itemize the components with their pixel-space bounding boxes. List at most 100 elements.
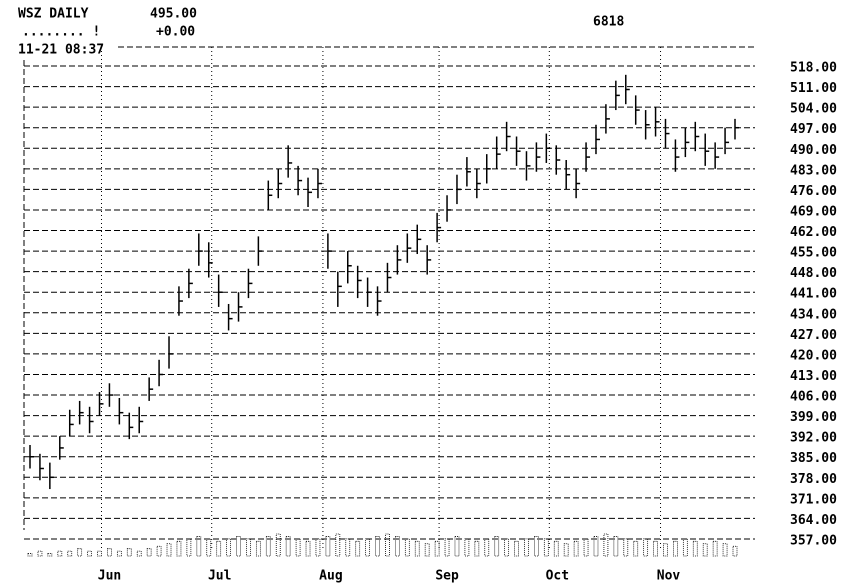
y-tick-label: 371.00 <box>790 492 837 507</box>
volume-bar <box>424 543 430 557</box>
y-tick-label: 483.00 <box>790 163 837 178</box>
volume-bar <box>484 538 490 557</box>
volume-bar <box>355 540 361 557</box>
volume-bar <box>126 548 132 557</box>
volume-bar <box>305 540 311 557</box>
volume-bar <box>176 540 182 557</box>
volume-bar <box>285 536 291 557</box>
y-tick-label: 420.00 <box>790 348 837 363</box>
volume-bar <box>27 553 33 557</box>
volume-bar <box>563 543 569 557</box>
y-tick-label: 427.00 <box>790 328 837 343</box>
volume-bar <box>77 548 83 557</box>
volume-bar <box>216 540 222 557</box>
volume-bar <box>613 536 619 557</box>
volume-bar <box>663 543 668 557</box>
volume-bar <box>335 533 341 557</box>
volume-bar <box>315 538 321 557</box>
volume-bar <box>375 536 380 557</box>
code: 6818 <box>593 15 624 30</box>
volume-bar <box>434 540 440 557</box>
volume-bar <box>325 536 331 557</box>
volume-bar <box>246 538 251 557</box>
volume-bar <box>196 536 202 557</box>
volume-bar <box>107 548 112 557</box>
y-tick-label: 476.00 <box>790 184 837 199</box>
volume-bar <box>444 538 450 557</box>
volume-bar <box>543 538 549 557</box>
volume-bar <box>553 540 559 557</box>
volume-bar <box>454 536 460 557</box>
volume-bar <box>712 540 718 557</box>
price: 495.00 <box>150 7 197 22</box>
x-tick-label: Sep <box>435 569 459 584</box>
volume-bar <box>57 550 63 557</box>
volume-bar <box>365 538 371 557</box>
volume-bar <box>673 540 678 557</box>
volume-bar <box>87 550 92 557</box>
volume-bar <box>116 550 122 557</box>
volume-bar <box>265 536 271 557</box>
y-tick-label: 497.00 <box>790 122 837 137</box>
x-tick-label: Aug <box>319 569 342 584</box>
volume-bar <box>67 550 73 557</box>
y-tick-label: 441.00 <box>790 287 837 302</box>
volume-bar <box>593 536 599 557</box>
y-tick-label: 399.00 <box>790 410 837 425</box>
y-tick-label: 462.00 <box>790 225 837 240</box>
volume-bar <box>583 538 589 557</box>
volume-bar <box>255 540 261 557</box>
volume-bar <box>623 538 629 557</box>
volume-bar <box>136 550 142 557</box>
volume-bar <box>226 538 231 557</box>
x-tick-label: Jun <box>98 569 121 584</box>
y-tick-label: 392.00 <box>790 431 837 446</box>
volume-bar <box>146 548 152 557</box>
volume-bar <box>206 538 212 557</box>
y-tick-label: 413.00 <box>790 369 837 384</box>
volume-bar <box>37 550 43 557</box>
volume-bar <box>474 540 480 557</box>
volume-bar <box>504 538 510 557</box>
change: +0.00 <box>156 25 195 40</box>
y-tick-label: 448.00 <box>790 266 837 281</box>
volume-bar <box>97 550 102 557</box>
volume-bar <box>732 545 738 557</box>
y-tick-label: 357.00 <box>790 534 837 549</box>
volume-bar <box>295 538 301 557</box>
volume-bar <box>404 538 410 557</box>
volume-bar <box>236 536 241 557</box>
volume-bar <box>186 538 192 557</box>
volume-bar <box>524 538 529 557</box>
y-tick-label: 518.00 <box>790 61 837 76</box>
y-tick-label: 434.00 <box>790 307 837 322</box>
volume-bar <box>682 538 688 557</box>
x-tick-label: Oct <box>546 569 569 584</box>
status: ........ ! <box>22 25 100 40</box>
y-tick-label: 490.00 <box>790 143 837 158</box>
timestamp: 11-21 08:37 <box>18 43 104 58</box>
volume-bar <box>345 538 351 557</box>
volume-bar <box>414 540 420 557</box>
y-tick-label: 385.00 <box>790 451 837 466</box>
volume-bar <box>47 553 53 557</box>
volume-bar <box>385 533 390 557</box>
volume-bar <box>514 540 519 557</box>
volume-bar <box>394 536 400 557</box>
x-tick-label: Jul <box>208 569 231 584</box>
volume-bar <box>603 533 609 557</box>
volume-bar <box>464 538 470 557</box>
volume-bar <box>722 543 728 557</box>
volume-bar <box>166 543 172 557</box>
volume-bar <box>534 536 539 557</box>
symbol: WSZ DAILY <box>18 7 89 22</box>
volume-bar <box>573 540 579 557</box>
volume-bar <box>653 540 658 557</box>
y-tick-label: 455.00 <box>790 246 837 261</box>
y-tick-label: 406.00 <box>790 390 837 405</box>
volume-bar <box>156 545 162 557</box>
volume-bar <box>275 533 281 557</box>
volume-bar <box>643 538 649 557</box>
y-tick-label: 511.00 <box>790 81 837 96</box>
